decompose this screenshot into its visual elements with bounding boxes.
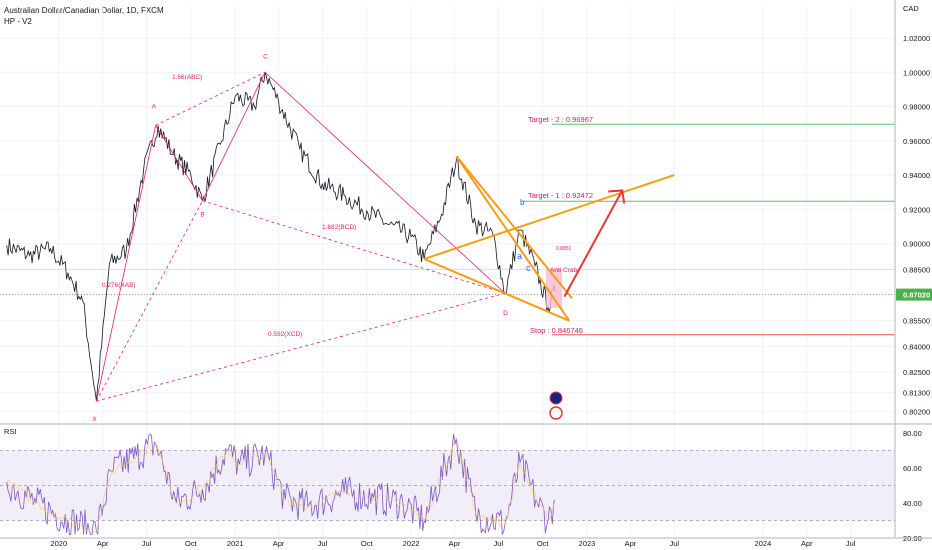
time-tick-label: 2021	[227, 539, 244, 548]
price-tick-label: 1.00000	[903, 68, 930, 77]
time-tick-label: Apr	[97, 539, 109, 548]
time-tick-label: 2023	[579, 539, 596, 548]
time-tick-label: Jul	[142, 539, 152, 548]
price-tick-label: 0.92000	[903, 205, 930, 214]
chart-title: Australian Dollar/Canadian Dollar, 1D, F…	[4, 6, 164, 15]
harmonic-ratio-line	[155, 71, 266, 126]
point-x-label: X	[92, 416, 97, 423]
price-tick-label: 0.94000	[903, 171, 930, 180]
wave-a-label: a	[517, 251, 522, 261]
time-tick-label: Apr	[625, 539, 637, 548]
time-tick-label: 2024	[755, 539, 772, 548]
anti-crab-label: Anti Crab	[550, 267, 577, 274]
harmonic-ratio-line	[202, 200, 506, 294]
time-tick-label: Jul	[494, 539, 504, 548]
prz-box	[546, 268, 562, 308]
time-tick-label: Apr	[449, 539, 461, 548]
point-c-label: C	[263, 53, 268, 60]
price-tick-label: 0.82500	[903, 368, 930, 377]
time-tick-label: Oct	[537, 539, 550, 548]
last-price-label: 0.87020	[903, 291, 930, 300]
time-tick-label: Jul	[318, 539, 328, 548]
wedge-upper-line	[423, 174, 675, 260]
cad-flag-icon	[549, 406, 563, 420]
time-tick-label: Apr	[273, 539, 285, 548]
price-tick-label: 1.02000	[903, 34, 930, 43]
price-tick-label: 0.98000	[903, 103, 930, 112]
wave-c-label: c	[526, 263, 531, 273]
ratio-abc-label: 1.66(ABC)	[172, 74, 202, 81]
harmonic-ratio-line	[96, 292, 506, 402]
level-lines: Target - 2 : 0.96967 Target - 1 : 0.92472…	[0, 115, 932, 336]
rsi-title: RSI	[4, 427, 17, 436]
harmonic-ratio-line	[96, 200, 203, 402]
last-price-badge	[896, 288, 932, 301]
price-tick-label: 0.85500	[903, 317, 930, 326]
rsi-signal-line	[6, 437, 556, 535]
time-tick-label: 2020	[50, 539, 67, 548]
time-tick-label: Jul	[669, 539, 679, 548]
point-d-label: D	[503, 310, 508, 317]
stop-label: Stop : 0.846746	[530, 326, 583, 335]
wedge-pattern: b ac	[423, 155, 675, 420]
grid	[0, 6, 895, 538]
rsi-tick-label: 60.00	[903, 464, 922, 473]
projection-arrow-shaft	[563, 189, 624, 298]
harmonic-legs	[96, 71, 506, 402]
ratio-xab-label: 0.276(XAB)	[102, 282, 136, 289]
harmonic-pattern: X A B C D 1.66(ABC) 1.682(BCD) 0.276(XAB) 0.592(…	[92, 53, 577, 423]
price-tick-label: 0.80200	[903, 407, 930, 416]
price-series	[6, 72, 556, 402]
rsi-tick-label: 40.00	[903, 499, 922, 508]
projection-arrow-head	[608, 189, 626, 204]
wedge-base-line	[423, 258, 570, 322]
price-tick-label: 0.84000	[903, 342, 930, 351]
wave-b-label: b	[520, 198, 525, 207]
wedge-top-line	[455, 155, 573, 300]
wedge-lower-line	[455, 155, 571, 322]
price-axis-unit: CAD	[903, 4, 919, 13]
rsi-tick-label: 80.00	[903, 429, 922, 438]
ratio-bcd-label: 1.682(BCD)	[322, 224, 356, 231]
point-a-label: A	[152, 103, 157, 110]
indicator-name: HP - V2	[4, 17, 32, 26]
price-tick-label: 0.88500	[903, 265, 930, 274]
time-tick-label: Apr	[801, 539, 813, 548]
price-line	[6, 72, 556, 402]
point-b-label: B	[200, 212, 204, 219]
price-tick-label: 0.96000	[903, 137, 930, 146]
aud-flag-icon	[549, 391, 563, 405]
time-tick-label: Oct	[361, 539, 374, 548]
ratio-xcd-label: 0.592(XCD)	[268, 331, 302, 338]
price-tick-label: 0.81300	[903, 389, 930, 398]
target-2-label: Target - 2 : 0.96967	[528, 115, 593, 124]
time-tick-label: Jul	[846, 539, 856, 548]
prz-level-label: 0.8851	[556, 246, 572, 252]
time-tick-label: 2022	[403, 539, 420, 548]
target-1-label: Target - 1 : 0.92472	[528, 191, 593, 200]
price-tick-label: 0.90000	[903, 240, 930, 249]
time-tick-label: Oct	[185, 539, 198, 548]
